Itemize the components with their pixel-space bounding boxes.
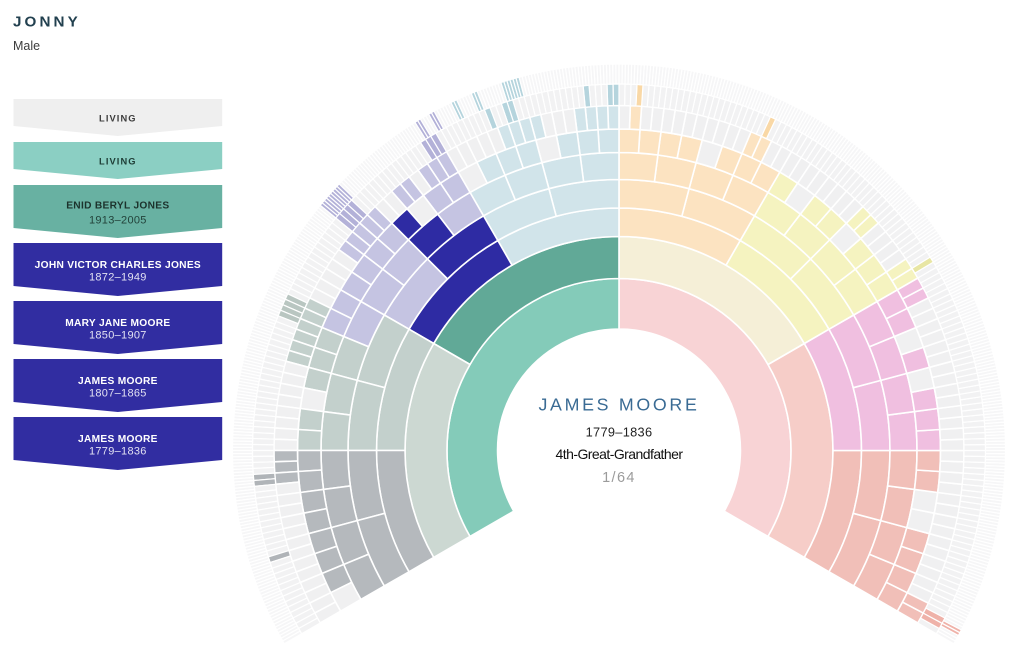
svg-text:1779–1836: 1779–1836 xyxy=(89,446,147,458)
svg-text:JOHN VICTOR CHARLES JONES: JOHN VICTOR CHARLES JONES xyxy=(35,260,201,271)
svg-text:1/64: 1/64 xyxy=(602,470,636,486)
svg-text:ENID BERYL JONES: ENID BERYL JONES xyxy=(66,201,169,212)
svg-text:LIVING: LIVING xyxy=(99,114,137,124)
svg-text:JAMES MOORE: JAMES MOORE xyxy=(78,434,158,445)
svg-text:1807–1865: 1807–1865 xyxy=(89,388,147,400)
svg-text:JONNY: JONNY xyxy=(13,14,81,31)
svg-text:1872–1949: 1872–1949 xyxy=(89,272,147,284)
svg-text:LIVING: LIVING xyxy=(99,157,137,167)
svg-text:Male: Male xyxy=(13,39,40,53)
svg-text:JAMES MOORE: JAMES MOORE xyxy=(78,376,158,387)
svg-text:1913–2005: 1913–2005 xyxy=(89,215,147,227)
svg-text:1779–1836: 1779–1836 xyxy=(586,425,653,440)
svg-text:4th-Great-Grandfather: 4th-Great-Grandfather xyxy=(556,446,684,462)
svg-text:JAMES MOORE: JAMES MOORE xyxy=(538,395,699,415)
svg-text:1850–1907: 1850–1907 xyxy=(89,330,147,342)
svg-text:MARY JANE MOORE: MARY JANE MOORE xyxy=(65,318,170,329)
